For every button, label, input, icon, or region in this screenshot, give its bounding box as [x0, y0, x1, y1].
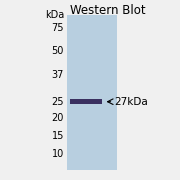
Text: Western Blot: Western Blot	[70, 4, 146, 17]
Text: 10: 10	[52, 149, 64, 159]
Text: 37: 37	[51, 70, 64, 80]
Text: 25: 25	[51, 97, 64, 107]
Bar	[67, 15, 117, 170]
Text: 15: 15	[51, 131, 64, 141]
Text: 20: 20	[51, 113, 64, 123]
Text: 75: 75	[51, 23, 64, 33]
Text: kDa: kDa	[45, 10, 64, 20]
Text: 50: 50	[51, 46, 64, 56]
Bar	[70, 99, 102, 104]
Text: 27kDa: 27kDa	[114, 97, 148, 107]
